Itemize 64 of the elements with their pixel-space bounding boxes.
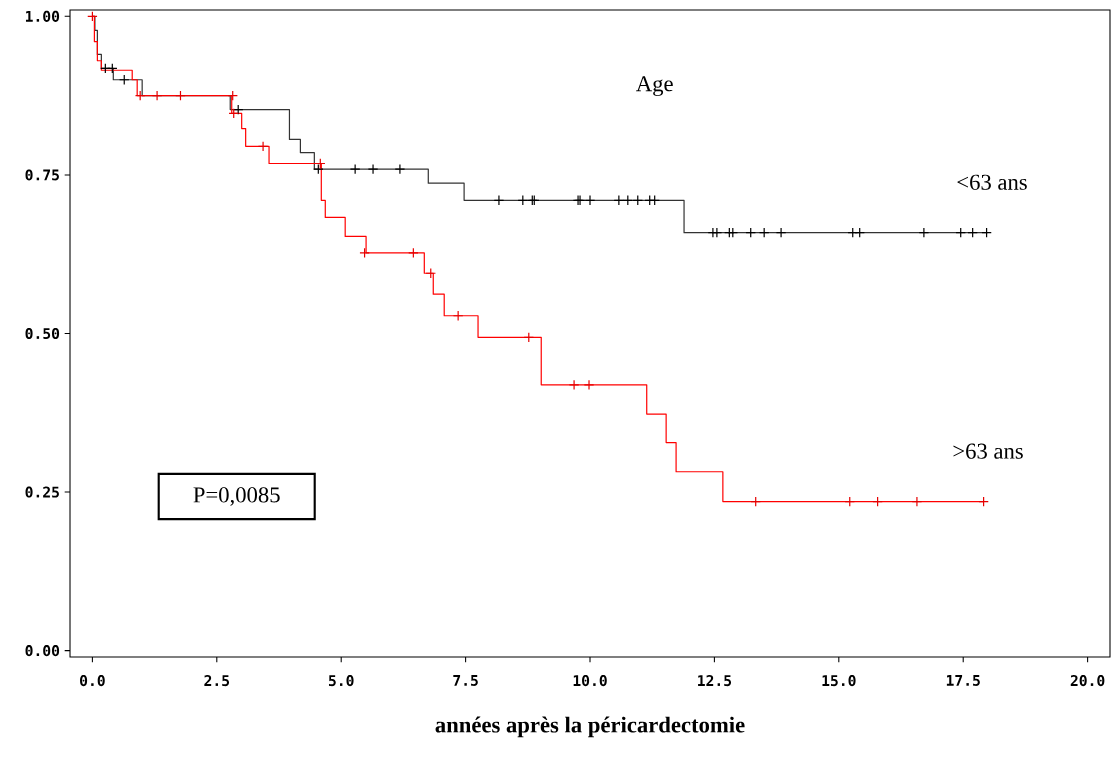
point (775, 227, 787, 238)
y-tick-label: 0.25 (25, 486, 59, 498)
point (408, 247, 419, 259)
point (613, 195, 625, 206)
point (854, 227, 865, 238)
point (568, 379, 580, 391)
point (727, 227, 739, 238)
point (711, 227, 723, 238)
point (118, 74, 130, 86)
point (622, 195, 634, 206)
y-tick-label: 0.00 (25, 645, 60, 657)
point (100, 63, 111, 74)
point (758, 227, 770, 238)
x-axis-title: années après la péricardectomie (435, 716, 745, 738)
series-label: >63 ans (953, 443, 1023, 459)
point (87, 11, 98, 22)
point (517, 195, 529, 206)
point (107, 63, 118, 74)
point (227, 90, 238, 101)
x-tick-label: 10.0 (573, 675, 607, 687)
point (349, 163, 361, 175)
annotation: P=0,0085 (193, 487, 280, 506)
x-tick-label: 7.5 (453, 675, 478, 686)
point (745, 227, 756, 238)
point (844, 496, 856, 507)
point (632, 195, 644, 206)
point (257, 141, 269, 152)
y-tick-label: 0.75 (25, 169, 59, 181)
x-tick-label: 2.5 (204, 675, 230, 687)
point (315, 158, 326, 169)
point (750, 496, 761, 507)
point (649, 195, 660, 206)
x-tick-label: 20.0 (1070, 675, 1105, 687)
point (134, 90, 146, 101)
y-tick-label: 1.00 (25, 10, 60, 22)
point (228, 108, 239, 119)
point (175, 90, 186, 101)
point (911, 496, 923, 507)
point (359, 247, 370, 259)
point (981, 227, 992, 238)
point (584, 195, 596, 206)
point (425, 267, 437, 279)
point (523, 332, 535, 343)
point (847, 227, 858, 238)
x-tick-label: 12.5 (698, 675, 732, 687)
point (151, 90, 163, 101)
annotation: Age (636, 76, 673, 97)
point (978, 496, 989, 507)
x-tick-label: 17.5 (946, 675, 980, 686)
point (967, 227, 978, 238)
point (367, 163, 379, 175)
x-tick-label: 0.0 (80, 675, 105, 687)
point (493, 195, 505, 206)
point (955, 227, 966, 238)
x-tick-label: 15.0 (822, 675, 856, 687)
point (583, 379, 595, 391)
point (313, 163, 324, 175)
point (452, 310, 464, 321)
series-label: <63 ans (957, 174, 1027, 190)
y-tick-label: 0.50 (25, 327, 60, 340)
point (394, 163, 406, 175)
point (918, 227, 930, 238)
x-tick-label: 5.0 (328, 675, 354, 687)
point (872, 496, 883, 507)
